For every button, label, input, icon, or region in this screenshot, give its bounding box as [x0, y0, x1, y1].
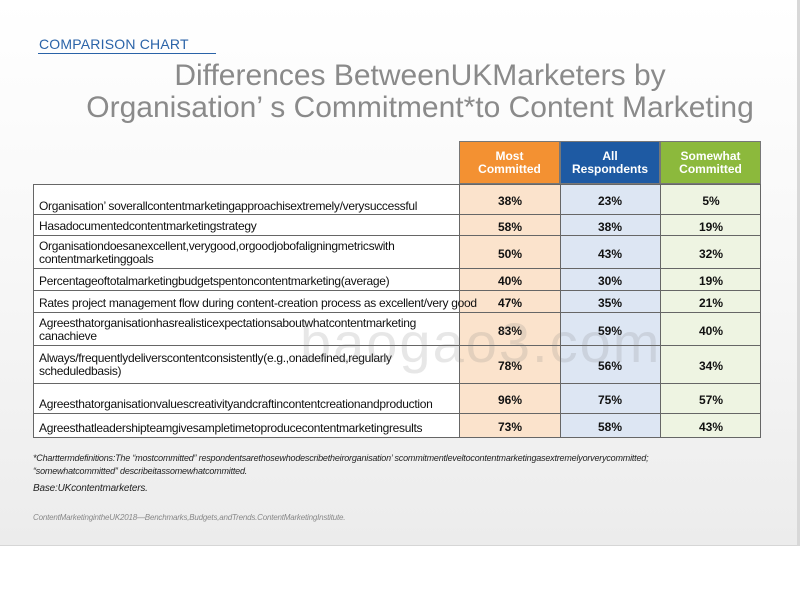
table-row: Always/frequentlydeliverscontentconsiste… — [33, 346, 460, 384]
value-cell: 57% — [698, 393, 724, 407]
value-cell: 75% — [597, 393, 623, 407]
column-header-most-committed: Most Committed — [459, 141, 560, 184]
row-separator — [459, 437, 761, 438]
bottom-band — [0, 545, 800, 601]
column-divider — [660, 184, 661, 438]
value-cell: 43% — [698, 420, 724, 434]
row-separator — [459, 345, 761, 346]
chart-title-line2: Organisation’ s Commitment*to Content Ma… — [86, 91, 754, 124]
footnote-definitions-cont: “somewhatcommitted” describeitassomewhat… — [33, 466, 248, 476]
row-separator — [459, 214, 761, 215]
column-header-label: Somewhat — [680, 148, 741, 163]
slide-edge — [797, 0, 800, 545]
row-separator — [459, 290, 761, 291]
column-header-label: Committed — [679, 161, 742, 176]
value-cell: 38% — [597, 219, 623, 234]
row-separator — [459, 268, 761, 269]
value-cell: 50% — [497, 246, 523, 261]
row-label-cont: scheduledbasis) — [39, 364, 122, 378]
column-tint-most-committed — [459, 184, 560, 438]
row-label: Organisation’ soverallcontentmarketingap… — [39, 199, 418, 213]
value-cell: 78% — [497, 359, 523, 373]
value-cell: 34% — [698, 359, 724, 373]
chart-title: Differences BetweenUKMarketers by Organi… — [40, 60, 800, 124]
column-header-label: Most — [495, 148, 524, 163]
value-cell: 59% — [597, 323, 623, 338]
table-row: Agreesthatorganisationhasrealisticexpect… — [33, 313, 460, 346]
column-divider — [560, 184, 561, 438]
value-cell: 32% — [698, 246, 724, 261]
column-header-label: All — [602, 148, 618, 163]
table-row: Hasadocumentedcontentmarketingstrategy — [33, 215, 460, 236]
value-cell: 58% — [597, 420, 623, 434]
column-tint-somewhat-committed — [660, 184, 761, 438]
column-header-somewhat-committed: Somewhat Committed — [660, 141, 761, 184]
row-label: Agreesthatorganisationhasrealisticexpect… — [39, 315, 416, 330]
value-cell: 30% — [597, 274, 623, 288]
value-cell: 56% — [597, 359, 623, 373]
value-cell: 47% — [497, 296, 523, 310]
value-cell: 5% — [702, 193, 720, 208]
row-label: Organisationdoesanexcellent,verygood,org… — [39, 238, 395, 253]
row-label-cont: contentmarketinggoals — [39, 251, 154, 266]
row-separator — [459, 383, 761, 384]
value-cell: 40% — [698, 323, 724, 338]
value-cell: 43% — [597, 246, 623, 261]
value-cell: 19% — [698, 274, 724, 288]
value-cell: 58% — [497, 219, 523, 234]
section-rule — [38, 53, 216, 54]
row-label: Percentageoftotalmarketingbudgetspentonc… — [39, 274, 390, 288]
table-row: Agreesthatorganisationvaluescreativityan… — [33, 384, 460, 414]
column-header-label: Respondents — [571, 161, 648, 176]
table-row: Agreesthatleadershipteamgivesampletimeto… — [33, 414, 460, 438]
table-row: Rates project management flow during con… — [33, 291, 477, 313]
column-tint-all-respondents — [560, 184, 660, 438]
table-row: Organisationdoesanexcellent,verygood,org… — [33, 236, 460, 269]
footnote-definitions: *Charttermdefinitions:The “mostcommitted… — [33, 453, 649, 463]
value-cell: 19% — [698, 219, 724, 234]
table-row: Organisation’ soverallcontentmarketingap… — [33, 184, 460, 215]
row-label: Agreesthatorganisationvaluescreativityan… — [39, 397, 433, 411]
row-label: Agreesthatleadershipteamgivesampletimeto… — [39, 421, 423, 435]
table-row: Percentageoftotalmarketingbudgetspentonc… — [33, 269, 460, 291]
row-separator — [459, 312, 761, 313]
column-header-all-respondents: All Respondents — [560, 141, 660, 184]
row-label-cont: canachieve — [39, 328, 97, 343]
column-header-label: Committed — [478, 161, 541, 176]
base-note: Base:UKcontentmarketers. — [33, 483, 148, 494]
row-separator — [459, 235, 761, 236]
value-cell: 73% — [497, 420, 523, 434]
row-label: Always/frequentlydeliverscontentconsiste… — [39, 351, 392, 365]
value-cell: 38% — [497, 193, 523, 208]
value-cell: 40% — [497, 274, 523, 288]
source-citation: ContentMarketingintheUK2018—Benchmarks,B… — [33, 513, 346, 522]
section-label: COMPARISON CHART — [39, 36, 189, 52]
row-separator — [459, 413, 761, 414]
value-cell: 96% — [497, 393, 523, 407]
value-cell: 23% — [597, 193, 623, 208]
value-cell: 35% — [597, 296, 623, 310]
chart-title-line1: Differences BetweenUKMarketers by — [174, 59, 666, 92]
value-cell: 21% — [698, 296, 724, 310]
row-label: Rates project management flow during con… — [39, 296, 477, 310]
row-label: Hasadocumentedcontentmarketingstrategy — [39, 219, 257, 233]
value-cell: 83% — [497, 323, 523, 338]
